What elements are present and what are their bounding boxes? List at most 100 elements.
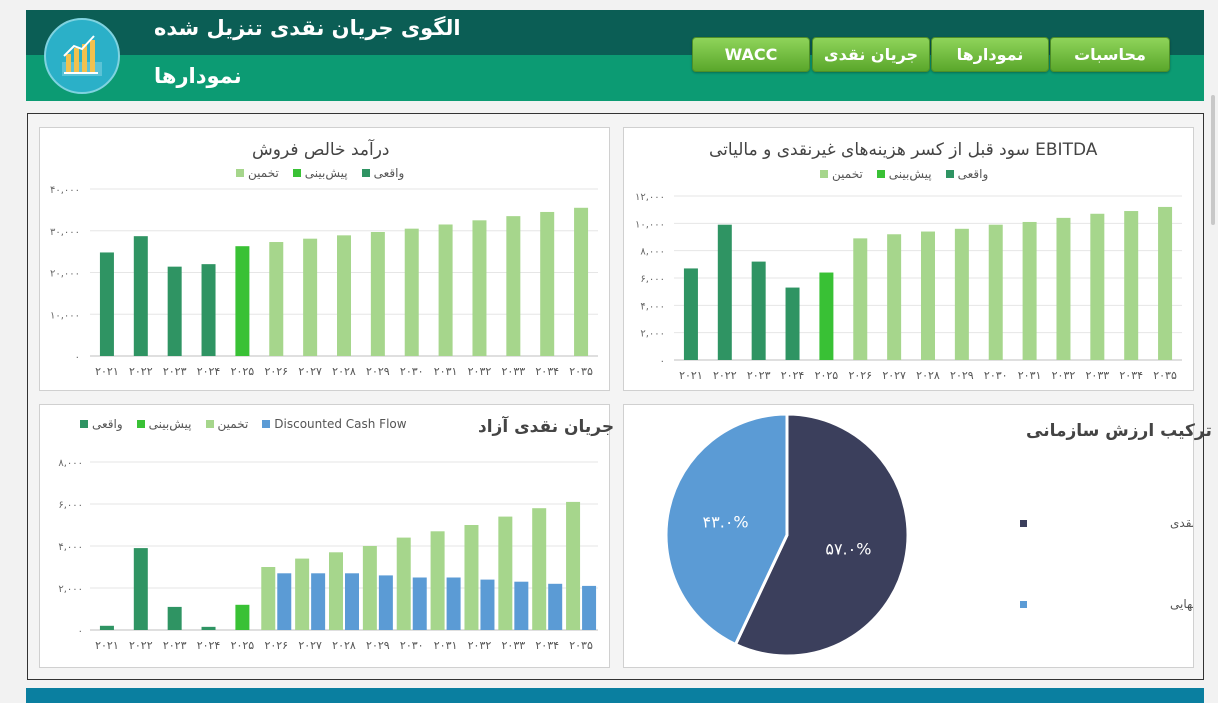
y-tick-label: ۴۰,۰۰۰ — [50, 185, 80, 196]
bar — [329, 552, 343, 630]
y-tick-label: ۱۲,۰۰۰ — [635, 192, 665, 203]
pie-legend-swatch — [1020, 520, 1027, 527]
x-tick-label: ۲۰۳۳ — [1086, 369, 1110, 382]
bar — [438, 224, 453, 356]
dcf-bar — [345, 573, 359, 630]
legend-item-actual: واقعی — [80, 417, 123, 431]
fcf-chart-title: جریان نقدی آزاد — [478, 417, 615, 437]
y-tick-label: ۴,۰۰۰ — [58, 542, 83, 553]
bar — [1124, 211, 1139, 360]
bar — [167, 606, 182, 630]
bar — [498, 516, 513, 630]
bar — [1056, 217, 1071, 360]
bar — [954, 228, 969, 360]
bar — [532, 508, 547, 630]
dcf-bar — [378, 575, 393, 630]
x-tick-label: ۲۰۲۹ — [366, 639, 390, 652]
x-tick-label: ۲۰۲۸ — [332, 639, 356, 652]
fcf-chart-legend: واقعی پیش‌بینی تخمین Discounted Cash Flo… — [80, 417, 407, 431]
bar — [819, 272, 834, 360]
x-tick-label: ۲۰۲۱ — [679, 369, 703, 382]
nav-button-cash-flow[interactable]: جریان نقدی — [812, 37, 930, 72]
ev-pie-chart: ۵۷.۰% ۴۳.۰% ارزش فعلی جریان آزاد نقدی ارزش … — [664, 412, 1193, 658]
bar — [540, 211, 555, 356]
scrollbar[interactable] — [1211, 95, 1215, 225]
x-tick-label: ۲۰۳۱ — [1018, 369, 1042, 382]
ebitda-chart-panel: EBITDA سود قبل از کسر هزینه‌های غیرنقدی … — [623, 127, 1194, 391]
y-tick-label: ۲,۰۰۰ — [58, 584, 83, 595]
bar — [921, 231, 935, 360]
bar — [295, 558, 310, 630]
bar — [506, 216, 521, 356]
legend-item-actual: واقعی — [945, 167, 988, 181]
x-tick-label: ۲۰۲۶ — [264, 365, 288, 378]
bar — [167, 266, 182, 356]
bar — [201, 264, 216, 356]
bar — [785, 287, 800, 360]
legend-item-forecast: پیش‌بینی — [292, 166, 348, 180]
bar-chart-icon — [44, 18, 120, 94]
bar — [1158, 206, 1173, 360]
ev-pie-panel: ترکیب ارزش سازمانی ۵۷.۰% ۴۳.۰% ارزش فعلی ج… — [623, 404, 1212, 668]
x-tick-label: ۲۰۳۳ — [502, 365, 526, 378]
x-tick-label: ۲۰۲۴ — [781, 369, 805, 382]
ev-pie-title: ترکیب ارزش سازمانی — [1026, 421, 1212, 441]
footer-bar — [26, 688, 1204, 703]
revenue-chart-legend: تخمین پیش‌بینی واقعی — [236, 166, 404, 180]
x-tick-label: ۲۰۳۰ — [400, 639, 424, 652]
pie-legend-swatch — [1020, 601, 1027, 608]
bar — [853, 238, 868, 360]
legend-item-actual: واقعی — [361, 166, 404, 180]
dcf-bar — [514, 581, 529, 630]
bar — [99, 625, 114, 630]
bar — [133, 548, 148, 630]
bar — [404, 228, 419, 356]
x-tick-label: ۲۰۲۶ — [264, 639, 288, 652]
bar — [472, 220, 487, 356]
bar — [370, 232, 385, 356]
page-subtitle: نمودارها — [154, 64, 242, 88]
x-tick-label: ۲۰۳۲ — [1052, 369, 1076, 382]
x-tick-label: ۲۰۲۷ — [298, 639, 322, 652]
x-tick-label: ۲۰۲۸ — [916, 369, 940, 382]
x-tick-label: ۲۰۲۴ — [197, 365, 221, 378]
bar — [99, 252, 114, 356]
legend-item-forecast: پیش‌بینی — [136, 417, 192, 431]
bar — [362, 546, 377, 630]
bar — [988, 224, 1003, 360]
x-tick-label: ۲۰۳۴ — [535, 639, 559, 652]
x-tick-label: ۲۰۲۳ — [747, 369, 771, 382]
dcf-bar — [412, 577, 427, 630]
charts-frame: درآمد خالص فروش تخمین پیش‌بینی واقعی ۰ ۱۰… — [27, 113, 1212, 680]
nav-button-calculations[interactable]: محاسبات — [1050, 37, 1170, 72]
x-tick-label: ۲۰۲۸ — [332, 365, 356, 378]
x-tick-label: ۲۰۳۲ — [468, 365, 492, 378]
pie-slice — [733, 412, 910, 658]
x-tick-label: ۲۰۳۵ — [1153, 369, 1177, 382]
y-tick-label: ۱۰,۰۰۰ — [50, 310, 80, 321]
bar — [683, 268, 698, 360]
dcf-bar — [582, 585, 597, 630]
x-tick-label: ۲۰۲۶ — [848, 369, 872, 382]
bar — [235, 604, 250, 630]
x-tick-label: ۲۰۳۴ — [535, 365, 559, 378]
nav-button-wacc[interactable]: WACC — [692, 37, 810, 72]
x-tick-label: ۲۰۲۵ — [231, 365, 255, 378]
y-tick-label: ۳۰,۰۰۰ — [50, 227, 80, 238]
x-tick-label: ۲۰۳۵ — [569, 639, 593, 652]
x-tick-label: ۲۰۳۱ — [434, 365, 458, 378]
dcf-bar — [277, 573, 292, 630]
pie-slice — [664, 412, 789, 647]
legend-item-forecast: پیش‌بینی — [876, 167, 932, 181]
legend-item-estimate: تخمین — [820, 167, 863, 181]
bar — [303, 238, 318, 356]
x-tick-label: ۲۰۲۷ — [298, 365, 322, 378]
y-tick-label: ۰ — [78, 626, 83, 637]
ebitda-chart-title: EBITDA سود قبل از کسر هزینه‌های غیرنقدی … — [709, 140, 1098, 160]
y-tick-label: ۸,۰۰۰ — [58, 458, 83, 469]
nav-button-charts[interactable]: نمودارها — [931, 37, 1049, 72]
app-header: الگوی جریان نقدی تنزیل شده نمودارها محاس… — [26, 10, 1204, 101]
x-tick-label: ۲۰۳۵ — [569, 365, 593, 378]
bar — [261, 567, 276, 630]
bar — [1090, 213, 1105, 360]
